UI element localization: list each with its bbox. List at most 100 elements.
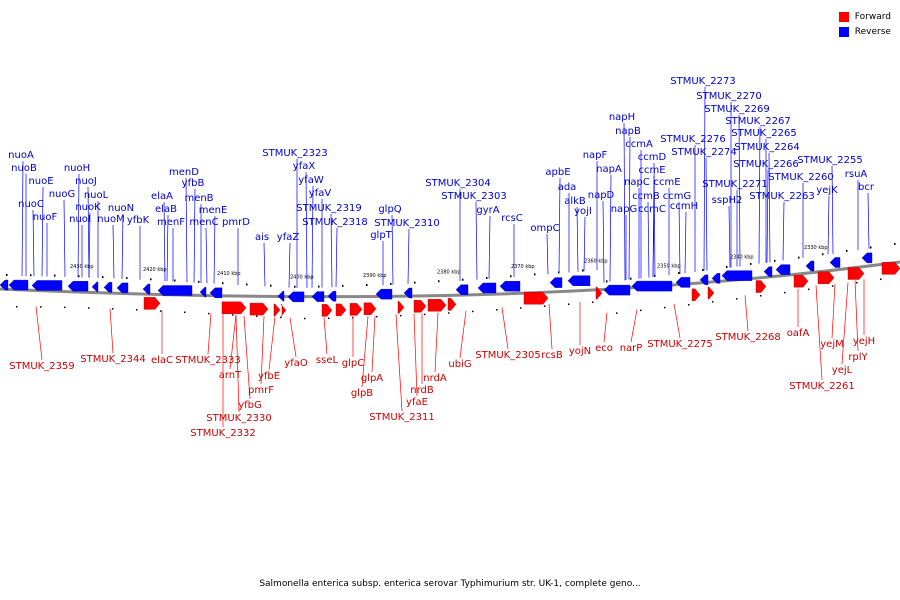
- gene-label-stmuk-2276: STMUK_2276: [660, 134, 725, 145]
- forward-gene-arrow: [447, 298, 457, 311]
- reverse-gene-arrow: [775, 264, 791, 275]
- legend-swatch-forward: [838, 11, 849, 22]
- gene-label-naph: napH: [609, 112, 635, 123]
- forward-leader-line: [603, 312, 608, 343]
- reverse-gene-arrow: [699, 274, 709, 286]
- gene-label-yfaz: yfaZ: [277, 232, 300, 243]
- gene-label-glpa: glpA: [361, 373, 383, 384]
- gene-label-nuoh: nuoH: [64, 163, 90, 174]
- forward-gene-arrow: [143, 297, 161, 310]
- tick-mark: [688, 304, 690, 306]
- tick-mark: [256, 315, 258, 317]
- map-caption: Salmonella enterica subsp. enterica sero…: [259, 579, 641, 589]
- gene-label-ccmg: ccmG: [663, 191, 692, 202]
- gene-label-stmuk-2319: STMUK_2319: [296, 203, 361, 214]
- tick-mark: [592, 301, 594, 303]
- reverse-leader-line: [163, 201, 166, 281]
- reverse-leader-line: [311, 185, 314, 288]
- scale-label: 2390 kbp: [363, 273, 387, 279]
- legend-item-forward: Forward: [838, 9, 891, 24]
- gene-label-stmuk-2269: STMUK_2269: [704, 104, 769, 115]
- gene-label-stmuk-2333: STMUK_2333: [175, 355, 240, 366]
- tick-mark: [304, 317, 306, 320]
- tick-mark: [280, 316, 282, 319]
- tick-mark: [616, 312, 618, 314]
- gene-label-elab: elaB: [155, 204, 177, 215]
- tick-mark: [222, 282, 224, 285]
- reverse-leader-line: [166, 214, 169, 282]
- reverse-leader-line: [652, 214, 655, 277]
- forward-genes: [143, 262, 900, 317]
- reverse-gene-arrow: [829, 257, 841, 268]
- tick-mark: [30, 274, 32, 277]
- gene-label-nuoa: nuoA: [8, 150, 34, 161]
- reverse-leader-line: [705, 157, 708, 271]
- tick-mark: [294, 285, 296, 288]
- gene-label-rply: rplY: [848, 352, 868, 363]
- tick-mark: [366, 283, 368, 286]
- gene-label-rcsb: rcsB: [541, 350, 563, 361]
- tick-mark: [150, 278, 152, 281]
- forward-gene-arrow: [523, 292, 549, 305]
- tick-mark: [6, 274, 8, 277]
- tick-mark: [318, 285, 320, 288]
- gene-label-yejm: yejM: [820, 339, 843, 350]
- gene-label-elaa: elaA: [151, 191, 173, 202]
- tick-mark: [544, 305, 546, 307]
- reverse-gene-arrow: [567, 275, 591, 286]
- reverse-leader-line: [193, 188, 196, 283]
- gene-label-mene: menE: [199, 205, 228, 216]
- forward-leader-line: [434, 312, 439, 373]
- gene-label-yfbb: yfbB: [182, 178, 205, 189]
- reverse-leader-line: [831, 165, 834, 254]
- forward-gene-arrow: [755, 280, 767, 293]
- reverse-leader-line: [112, 224, 115, 279]
- gene-label-pmrf: pmrF: [248, 385, 274, 396]
- gene-label-nuof: nuoF: [33, 212, 58, 223]
- gene-label-narp: narP: [620, 343, 643, 354]
- tick-mark: [568, 303, 570, 305]
- tick-mark: [784, 291, 786, 294]
- tick-mark: [40, 306, 42, 308]
- gene-label-stmuk-2310: STMUK_2310: [374, 218, 439, 229]
- reverse-leader-line: [391, 214, 394, 285]
- gene-label-rcsc: rcsC: [501, 213, 523, 224]
- gene-label-nuoj: nuoJ: [75, 176, 97, 187]
- reverse-gene-arrow: [455, 284, 469, 295]
- tick-mark: [414, 281, 416, 284]
- reverse-gene-arrow: [142, 283, 151, 295]
- tick-mark: [606, 280, 608, 283]
- tick-mark: [832, 285, 834, 287]
- forward-leader-line: [831, 283, 836, 339]
- tick-mark: [702, 269, 704, 272]
- forward-leader-line: [361, 316, 369, 388]
- reverse-gene-arrow: [0, 279, 9, 291]
- reverse-leader-line: [602, 200, 605, 283]
- forward-leader-line: [268, 316, 276, 371]
- forward-gene-arrow: [397, 301, 405, 314]
- reverse-gene-arrow: [805, 260, 815, 272]
- tick-mark: [136, 309, 138, 311]
- forward-leader-line: [841, 282, 849, 365]
- reverse-gene-arrow: [157, 285, 193, 296]
- gene-label-stmuk-2267: STMUK_2267: [725, 116, 790, 127]
- forward-leader-line: [260, 316, 265, 385]
- reverse-leader-line: [867, 192, 870, 249]
- gene-label-eco: eco: [595, 343, 613, 354]
- forward-gene-arrow: [707, 286, 715, 300]
- gene-label-yejk: yejK: [816, 185, 838, 196]
- gene-label-napg: napG: [611, 204, 638, 215]
- gene-label-ubig: ubiG: [448, 359, 471, 370]
- reverse-leader-line: [678, 201, 681, 274]
- gene-label-napc: napC: [624, 177, 650, 188]
- forward-gene-arrow: [221, 301, 247, 315]
- gene-label-yfbg: yfbG: [238, 400, 262, 411]
- scale-label: 2340 kbp: [730, 255, 754, 261]
- gene-label-napf: napF: [583, 150, 608, 161]
- tick-mark: [54, 274, 56, 277]
- forward-leader-line: [371, 315, 376, 373]
- tick-mark: [112, 308, 114, 310]
- gene-label-yfav: yfaV: [309, 188, 332, 199]
- tick-mark: [232, 314, 234, 316]
- gene-label-yoji: yojI: [574, 206, 592, 217]
